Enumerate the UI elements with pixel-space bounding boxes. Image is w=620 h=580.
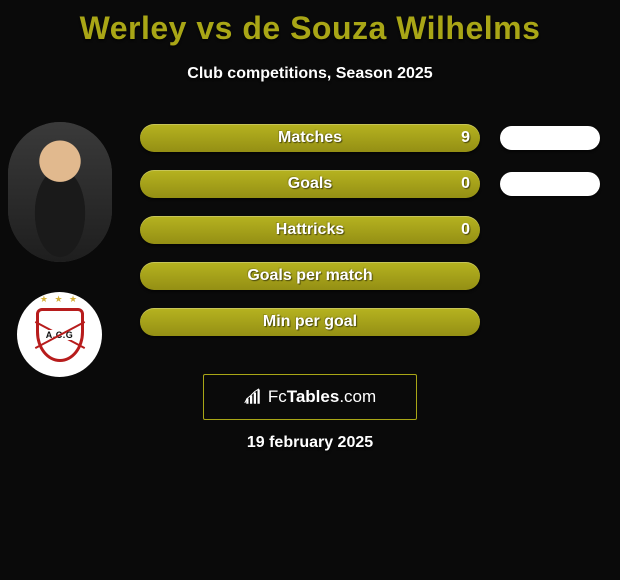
club-badge: ★ ★ ★ A.C.G <box>17 292 102 377</box>
stat-rows: Matches 9 Goals 0 Hattricks 0 Goals per … <box>140 124 620 354</box>
stat-value-left: 9 <box>461 129 470 147</box>
comparison-card: Werley vs de Souza Wilhelms Club competi… <box>0 0 620 580</box>
stat-bar-right <box>500 172 600 196</box>
stat-label: Hattricks <box>276 221 344 239</box>
stat-label: Matches <box>278 129 342 147</box>
page-title: Werley vs de Souza Wilhelms <box>0 10 620 47</box>
brand-box[interactable]: FcTables.com <box>203 374 417 420</box>
stat-label: Goals per match <box>247 267 372 285</box>
stat-label: Min per goal <box>263 313 357 331</box>
chart-icon <box>244 388 262 406</box>
stat-bar-left: Min per goal <box>140 308 480 336</box>
club-abbrev: A.C.G <box>44 330 76 340</box>
stat-bar-left: Matches 9 <box>140 124 480 152</box>
stat-row: Min per goal <box>140 308 620 336</box>
brand-main: Tables <box>287 387 340 406</box>
date-label: 19 february 2025 <box>247 434 373 452</box>
club-stars-icon: ★ ★ ★ <box>40 295 79 304</box>
stat-row: Matches 9 <box>140 124 620 152</box>
brand-suffix: .com <box>339 387 376 406</box>
stat-bar-right <box>500 126 600 150</box>
avatar-placeholder <box>8 122 112 262</box>
stat-row: Goals 0 <box>140 170 620 198</box>
stat-bar-left: Hattricks 0 <box>140 216 480 244</box>
player-avatar <box>8 122 112 262</box>
stat-bar-left: Goals 0 <box>140 170 480 198</box>
stat-row: Hattricks 0 <box>140 216 620 244</box>
brand-prefix: Fc <box>268 387 287 406</box>
subtitle: Club competitions, Season 2025 <box>0 65 620 83</box>
stat-value-left: 0 <box>461 221 470 239</box>
stat-bar-left: Goals per match <box>140 262 480 290</box>
brand-text: FcTables.com <box>268 387 376 407</box>
left-player-column: ★ ★ ★ A.C.G <box>8 122 112 377</box>
stat-value-left: 0 <box>461 175 470 193</box>
stat-row: Goals per match <box>140 262 620 290</box>
club-shield-icon: A.C.G <box>36 308 84 362</box>
stat-label: Goals <box>288 175 332 193</box>
